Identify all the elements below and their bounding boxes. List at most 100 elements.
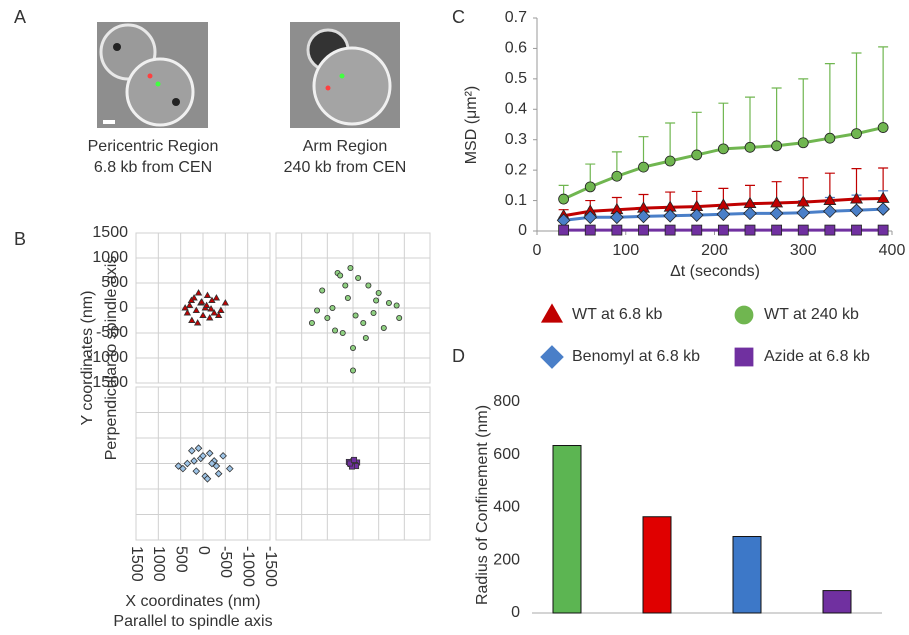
scatter-point bbox=[339, 329, 346, 336]
marker bbox=[663, 208, 677, 223]
x-tick-label: 300 bbox=[790, 242, 817, 259]
marker bbox=[583, 210, 598, 225]
x-tick-label: 400 bbox=[879, 242, 906, 259]
y-tick-label: 400 bbox=[493, 499, 520, 516]
scatter-point bbox=[210, 309, 218, 316]
marker bbox=[769, 206, 784, 221]
scatter-point bbox=[349, 344, 356, 351]
marker bbox=[689, 208, 704, 222]
legend-label: WT at 240 kb bbox=[764, 306, 859, 323]
panel-label: A bbox=[14, 7, 26, 27]
marker bbox=[771, 140, 783, 152]
scatter-point bbox=[181, 304, 189, 311]
scatter-point bbox=[183, 309, 192, 316]
marker bbox=[691, 149, 703, 161]
marker bbox=[558, 193, 570, 205]
error-bar bbox=[878, 46, 889, 128]
caption: 240 kb from CEN bbox=[284, 159, 407, 176]
scatter-point bbox=[194, 289, 203, 296]
scatter-point bbox=[194, 444, 203, 453]
marker bbox=[744, 141, 756, 153]
scatter-point bbox=[375, 289, 382, 296]
x-tick-label: 1000 bbox=[150, 546, 167, 582]
y-axis-label: MSD (μm²) bbox=[463, 86, 480, 165]
scatter-point bbox=[203, 291, 212, 298]
x-axis-label: X coordinates (nm) bbox=[125, 593, 260, 610]
x-tick-label: 1500 bbox=[128, 546, 145, 582]
marker bbox=[877, 224, 889, 236]
scatter-point bbox=[193, 319, 202, 326]
scatter-point bbox=[221, 299, 230, 306]
marker bbox=[638, 224, 649, 236]
error-bar bbox=[691, 111, 702, 155]
marker bbox=[717, 143, 729, 155]
marker bbox=[610, 210, 624, 225]
marker bbox=[664, 155, 676, 167]
marker bbox=[636, 209, 651, 224]
scatter-point bbox=[373, 297, 380, 304]
scatter-point bbox=[365, 282, 372, 289]
y-tick-label: 0.6 bbox=[505, 40, 527, 57]
marker bbox=[796, 205, 811, 220]
error-bar bbox=[718, 102, 729, 149]
x-tick-label: -1500 bbox=[262, 546, 279, 587]
y-axis-label: Y coordinates (nm) bbox=[79, 291, 96, 426]
scatter-point bbox=[214, 469, 223, 478]
marker bbox=[824, 224, 836, 236]
legend-label: WT at 6.8 kb bbox=[572, 306, 663, 323]
caption: 6.8 kb from CEN bbox=[94, 159, 212, 176]
scatter-point bbox=[337, 272, 344, 279]
bar bbox=[552, 445, 582, 614]
scatter-point bbox=[393, 302, 400, 309]
x-tick-label: -500 bbox=[217, 546, 234, 578]
marker bbox=[664, 224, 676, 236]
y-tick-label: 0 bbox=[119, 299, 128, 316]
scatter-point bbox=[174, 462, 183, 470]
scatter-point bbox=[352, 312, 359, 319]
legend-marker bbox=[540, 345, 564, 369]
scatter-point bbox=[205, 449, 214, 458]
scatter-point bbox=[346, 460, 353, 467]
y-tick-label: 800 bbox=[493, 393, 520, 410]
scatter-point bbox=[362, 334, 369, 341]
x-tick-label: 100 bbox=[612, 242, 639, 259]
y-tick-label: 0.5 bbox=[505, 70, 527, 87]
scatter-point bbox=[385, 299, 392, 306]
y-tick-label: -1500 bbox=[87, 374, 128, 391]
marker bbox=[877, 122, 889, 133]
y-tick-label: 0 bbox=[518, 222, 527, 239]
panel-label: B bbox=[14, 229, 26, 249]
scatter-point bbox=[351, 456, 358, 463]
scatter-point bbox=[225, 464, 234, 473]
y-axis-label: Radius of Confinement (nm) bbox=[474, 405, 491, 605]
y-tick-label: 1500 bbox=[92, 224, 128, 241]
error-bar bbox=[745, 96, 755, 148]
scatter-point bbox=[183, 459, 192, 468]
bar bbox=[642, 516, 672, 614]
y-tick-label: 0 bbox=[511, 604, 520, 621]
marker bbox=[558, 224, 570, 236]
x-tick-label: -1000 bbox=[239, 546, 256, 587]
scatter-point bbox=[324, 314, 331, 321]
marker bbox=[744, 224, 756, 236]
scatter-point bbox=[187, 296, 196, 303]
scatter-point bbox=[217, 306, 225, 313]
x-axis-label: Parallel to spindle axis bbox=[113, 613, 272, 630]
marker bbox=[771, 224, 783, 236]
marker bbox=[691, 224, 703, 236]
x-tick-label: 500 bbox=[172, 546, 189, 573]
legend-marker bbox=[734, 305, 754, 325]
y-tick-label: 0.4 bbox=[505, 101, 527, 118]
marker bbox=[743, 206, 757, 221]
y-tick-label: 200 bbox=[493, 551, 520, 568]
y-tick-label: -1000 bbox=[87, 349, 128, 366]
micrograph bbox=[290, 22, 400, 128]
marker bbox=[823, 204, 837, 219]
scatter-point bbox=[344, 294, 351, 301]
legend-marker bbox=[734, 347, 754, 367]
marker bbox=[797, 224, 809, 236]
y-tick-label: 0.1 bbox=[505, 192, 527, 209]
x-tick-label: 0 bbox=[533, 242, 542, 259]
bar bbox=[822, 590, 852, 614]
